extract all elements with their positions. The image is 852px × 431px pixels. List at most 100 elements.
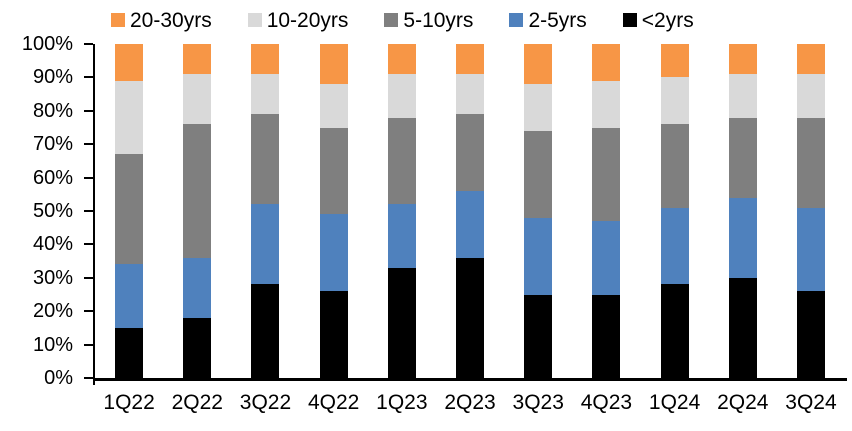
bar-segment--2yrs	[456, 257, 485, 378]
y-axis-tick-label: 90%	[32, 66, 73, 89]
bar-segment-2-5yrs	[387, 204, 416, 268]
y-axis-tick-label: 70%	[32, 133, 73, 156]
bar-segment-5-10yrs	[183, 124, 212, 258]
bar-slot	[300, 44, 368, 378]
bar-segment-5-10yrs	[592, 127, 621, 222]
legend-label: 20-30yrs	[130, 8, 212, 32]
bar-segment-20-30yrs	[387, 44, 416, 75]
bar-segment-20-30yrs	[319, 44, 348, 85]
x-axis-category-label: 3Q22	[239, 391, 292, 414]
bar-segment-5-10yrs	[796, 117, 825, 208]
bar-segment-2-5yrs	[456, 190, 485, 258]
bar-segment--2yrs	[796, 291, 825, 378]
bar-segment-2-5yrs	[183, 257, 212, 318]
y-axis-tick-label: 40%	[32, 233, 73, 256]
legend-swatch-icon	[384, 13, 399, 27]
x-axis-category-label: 4Q22	[307, 391, 360, 414]
legend-item: 10-20yrs	[247, 8, 349, 32]
bar-segment-10-20yrs	[456, 74, 485, 115]
bar-slot	[572, 44, 640, 378]
y-axis-labels: 0% 10% 20% 30% 40% 50% 60% 70% 80% 90% 100%	[0, 34, 76, 388]
stacked-bar	[387, 44, 416, 378]
y-axis-tick-label: 80%	[32, 99, 73, 122]
bar-slot	[368, 44, 436, 378]
bar-segment-10-20yrs	[319, 84, 348, 128]
bar-segment--2yrs	[728, 277, 757, 378]
bar-slot	[504, 44, 572, 378]
stacked-bar	[592, 44, 621, 378]
bar-segment-5-10yrs	[728, 117, 757, 198]
x-axis-category-label: 1Q23	[376, 391, 428, 414]
legend-swatch-icon	[509, 13, 524, 27]
x-axis-labels: 1Q22 2Q22 3Q22 4Q22 1Q23 2Q23 3Q23 4Q23 1Q24 2Q24…	[95, 391, 845, 414]
bar-segment-5-10yrs	[115, 154, 144, 265]
bar-slot	[436, 44, 504, 378]
stacked-bar	[115, 44, 144, 378]
bar-segment--2yrs	[319, 291, 348, 378]
legend-item: 5-10yrs	[384, 10, 473, 31]
bar-segment-2-5yrs	[796, 207, 825, 292]
x-axis-category-label: 1Q24	[648, 391, 701, 414]
bar-segment--2yrs	[524, 294, 553, 378]
x-axis-line	[93, 378, 847, 381]
stacked-bar	[660, 44, 689, 378]
stacked-bar	[524, 44, 553, 378]
y-axis-tick	[84, 109, 93, 112]
bar-segment--2yrs	[183, 317, 212, 378]
bar-segment-20-30yrs	[796, 44, 825, 75]
bars-container	[95, 44, 845, 378]
bar-segment-5-10yrs	[524, 130, 553, 218]
bar-segment--2yrs	[251, 284, 280, 378]
bar-segment-20-30yrs	[183, 44, 212, 75]
x-axis-category-label: 2Q23	[444, 391, 496, 414]
bar-segment-10-20yrs	[524, 84, 553, 131]
y-axis-tick	[84, 43, 93, 45]
bar-segment-5-10yrs	[251, 114, 280, 205]
stacked-bar	[728, 44, 757, 378]
bar-segment-10-20yrs	[728, 74, 757, 118]
bar-segment--2yrs	[660, 284, 689, 378]
bar-segment-20-30yrs	[456, 44, 485, 75]
bar-segment-10-20yrs	[660, 77, 689, 125]
bar-segment--2yrs	[115, 327, 144, 378]
stacked-bar	[319, 44, 348, 378]
y-axis-tick	[84, 310, 93, 313]
y-axis-tick-label: 30%	[32, 266, 73, 289]
bar-segment-5-10yrs	[660, 124, 689, 208]
y-axis-tick-label: 60%	[32, 166, 73, 189]
bar-segment-10-20yrs	[387, 74, 416, 118]
bar-segment-20-30yrs	[660, 44, 689, 78]
bar-segment-20-30yrs	[592, 44, 621, 81]
stacked-bar	[796, 44, 825, 378]
x-axis-category-label: 1Q22	[103, 391, 155, 414]
legend-label: <2yrs	[641, 8, 694, 32]
x-axis-category-label: 4Q23	[580, 391, 633, 414]
legend-label: 10-20yrs	[266, 8, 349, 32]
y-axis-tick-label: 100%	[21, 33, 73, 55]
bar-segment-2-5yrs	[115, 264, 144, 328]
x-axis-category-label: 3Q23	[512, 391, 564, 414]
bar-segment-2-5yrs	[251, 204, 280, 285]
bar-segment-10-20yrs	[183, 74, 212, 125]
y-axis-tick	[84, 343, 93, 346]
y-axis-tick	[84, 377, 93, 379]
bar-segment-2-5yrs	[660, 207, 689, 285]
y-axis-tick-label: 50%	[32, 200, 73, 222]
bar-slot	[709, 44, 777, 378]
stacked-bar	[251, 44, 280, 378]
bar-segment-2-5yrs	[592, 221, 621, 295]
bar-segment-5-10yrs	[456, 114, 485, 191]
legend-item: <2yrs	[622, 8, 694, 32]
x-axis-category-label: 2Q22	[171, 391, 223, 414]
bar-slot	[777, 44, 845, 378]
bar-segment--2yrs	[387, 267, 416, 378]
bar-segment-2-5yrs	[319, 214, 348, 292]
bar-slot	[163, 44, 231, 378]
bar-segment-20-30yrs	[251, 44, 280, 75]
y-axis-tick	[84, 143, 93, 146]
y-axis-tick-label: 20%	[32, 300, 73, 323]
bar-segment--2yrs	[592, 294, 621, 378]
bar-segment-10-20yrs	[796, 74, 825, 118]
bar-segment-10-20yrs	[115, 80, 144, 155]
